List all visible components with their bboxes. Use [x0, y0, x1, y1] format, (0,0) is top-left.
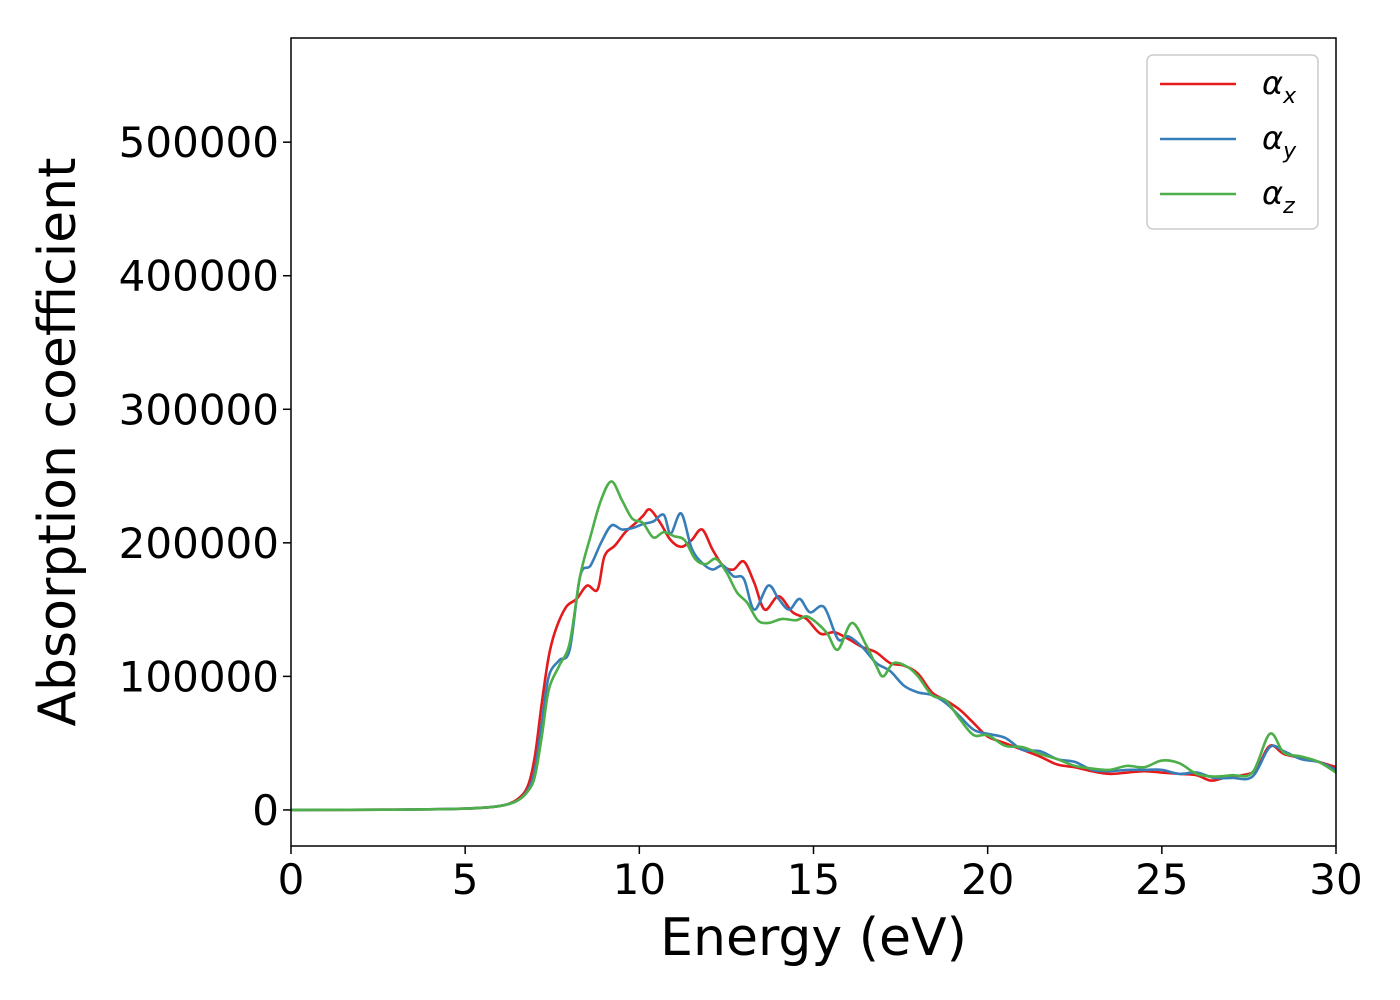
x-tick-label: 30	[1309, 855, 1362, 904]
y-tick-label: 0	[252, 786, 279, 835]
x-tick-label: 0	[278, 855, 305, 904]
legend-frame	[1146, 54, 1319, 230]
x-tick-label: 10	[613, 855, 666, 904]
series-line-x	[291, 508, 1336, 812]
y-tick-label: 100000	[119, 652, 279, 701]
legend-label-z: αz	[1262, 174, 1295, 219]
series-line-z	[291, 480, 1336, 812]
y-tick-label: 400000	[119, 252, 279, 301]
y-tick-label: 200000	[119, 519, 279, 568]
x-tick-label: 15	[787, 855, 840, 904]
x-axis-title: Energy (eV)	[660, 908, 967, 968]
series-line-y	[291, 512, 1336, 812]
x-tick-label: 25	[1135, 855, 1188, 904]
y-axis: 0 100000 200000 300000 400000 500000	[119, 118, 291, 835]
legend-label-x: αx	[1262, 64, 1297, 109]
x-tick-label: 5	[452, 855, 479, 904]
x-axis: 0 5 10 15 20 25 30	[278, 846, 1363, 904]
legend: αx αy αz	[1146, 54, 1319, 230]
series-layer	[291, 480, 1336, 812]
x-tick-label: 20	[961, 855, 1014, 904]
y-axis-title: Absorption coefficient	[28, 157, 88, 726]
y-tick-label: 500000	[119, 118, 279, 167]
y-tick-label: 300000	[119, 385, 279, 434]
legend-label-y: αy	[1262, 119, 1297, 164]
